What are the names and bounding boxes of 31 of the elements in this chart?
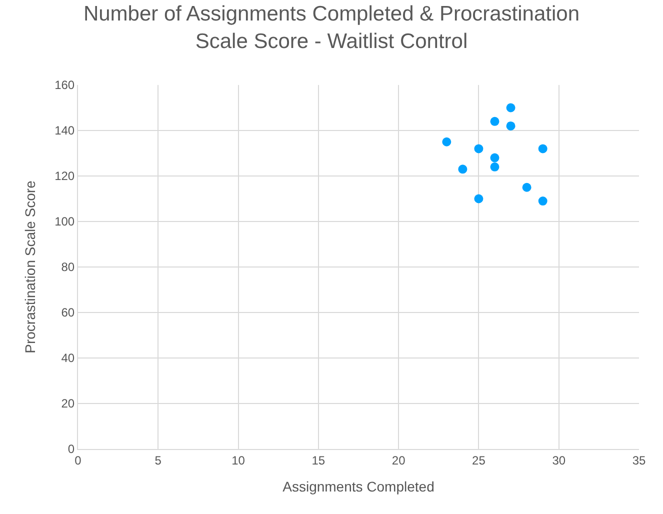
x-axis-title: Assignments Completed [282, 478, 434, 495]
point [490, 153, 500, 162]
point [538, 196, 548, 206]
y-axis-title: Procrastination Scale Score [22, 180, 38, 354]
x-tick-label: 25 [472, 453, 486, 468]
x-tick-label: 15 [312, 453, 326, 468]
point [538, 144, 548, 154]
y-tick-label: 80 [61, 260, 75, 274]
point [474, 144, 484, 154]
point [490, 116, 500, 126]
y-tick-label: 120 [54, 169, 75, 184]
point [458, 164, 468, 174]
point [522, 182, 532, 192]
y-tick-label: 100 [54, 214, 75, 229]
y-tick-label: 20 [61, 396, 75, 411]
y-tick-label: 60 [61, 306, 75, 320]
x-tick-label: 35 [632, 453, 646, 468]
x-tick-label: 20 [392, 453, 406, 468]
y-tick-label: 40 [61, 351, 75, 366]
y-tick-label: 160 [54, 78, 75, 92]
point [490, 162, 500, 172]
chart-title: Number of Assignments Completed & Procrastination Scale Score - Waitlist Control [83, 2, 580, 53]
y-tick-label: 140 [54, 124, 75, 138]
y-tick-label: 0 [68, 442, 75, 456]
x-tick-label: 10 [232, 453, 246, 468]
x-tick-label: 5 [154, 453, 162, 468]
point [506, 103, 516, 112]
x-tick-label: 30 [552, 453, 566, 468]
point [442, 137, 452, 146]
point [474, 194, 484, 204]
point [506, 121, 516, 130]
